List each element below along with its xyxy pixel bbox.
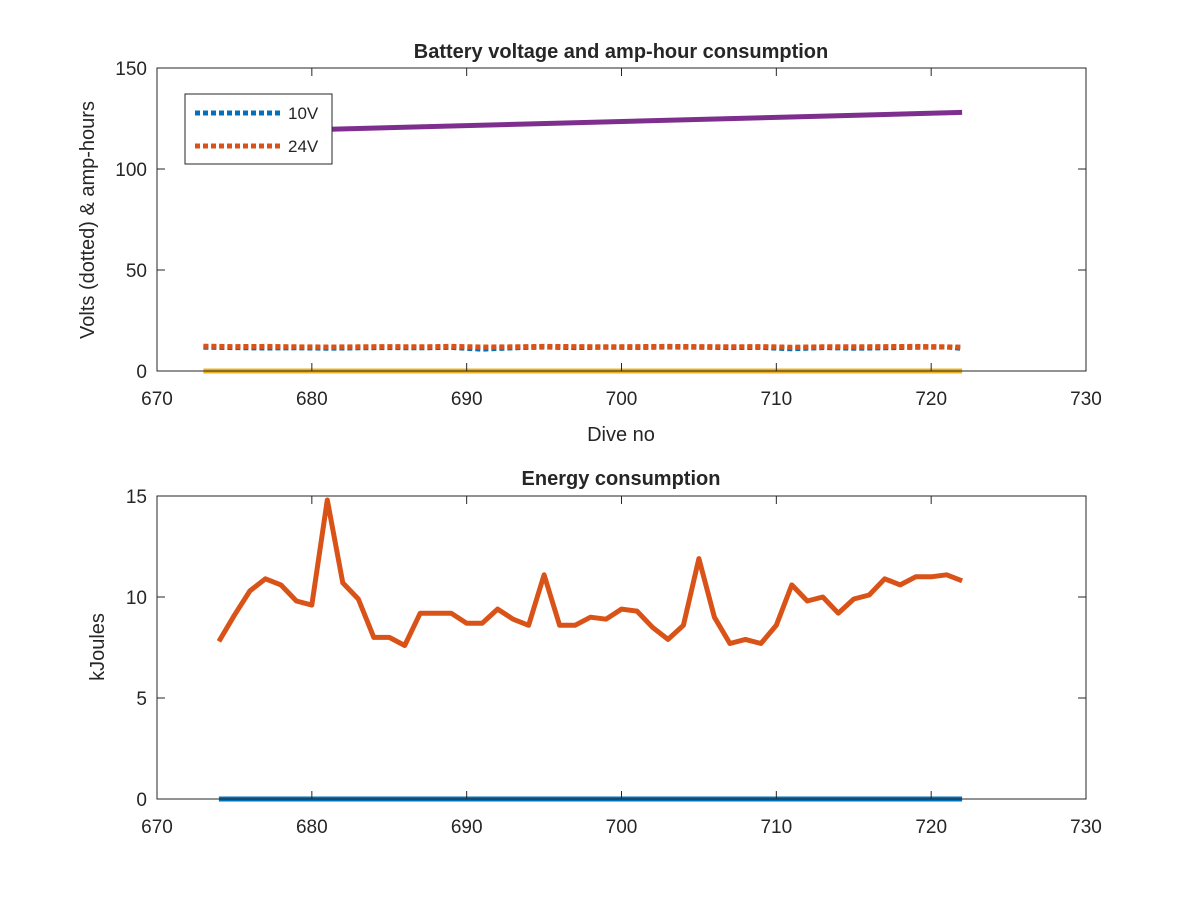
energy-xtick-label: 670 [141, 817, 173, 838]
energy-ytick-label: 15 [126, 487, 147, 508]
energy-xtick-label: 720 [915, 817, 947, 838]
voltage-xtick-label: 730 [1070, 389, 1102, 410]
voltage-chart: 670 680 690 700 710 720 730 0 50 100 150 Battery v… [77, 41, 1102, 446]
voltage-ytick-label: 100 [115, 160, 147, 181]
energy-xtick-label: 680 [296, 817, 328, 838]
voltage-xtick-label: 680 [296, 389, 328, 410]
legend-label-10v: 10V [288, 104, 319, 123]
energy-chart-ylabel: kJoules [87, 613, 109, 681]
energy-chart-title: Energy consumption [522, 468, 721, 490]
legend-label-24v: 24V [288, 137, 319, 156]
energy-ytick-label: 5 [136, 689, 147, 710]
voltage-xtick-label: 690 [451, 389, 483, 410]
voltage-series-line-1 [203, 343, 963, 350]
energy-series-line-0 [216, 497, 964, 648]
energy-xtick-label: 690 [451, 817, 483, 838]
energy-xtick-label: 730 [1070, 817, 1102, 838]
voltage-ytick-label: 150 [115, 59, 147, 80]
energy-chart: 670 680 690 700 710 720 730 0 5 10 15 Energy consu… [87, 468, 1102, 838]
energy-ytick-label: 10 [126, 588, 147, 609]
voltage-chart-xlabel: Dive no [587, 424, 655, 446]
voltage-chart-ylabel: Volts (dotted) & amp-hours [77, 101, 99, 339]
voltage-xtick-label: 720 [915, 389, 947, 410]
voltage-chart-legend: 10V 24V [184, 93, 333, 165]
voltage-xtick-label: 670 [141, 389, 173, 410]
voltage-xtick-label: 700 [606, 389, 638, 410]
voltage-chart-ticks: 670 680 690 700 710 720 730 0 50 100 150 [115, 59, 1102, 410]
voltage-ytick-label: 50 [126, 261, 147, 282]
energy-ytick-label: 0 [136, 790, 147, 811]
energy-chart-ticks: 670 680 690 700 710 720 730 0 5 10 15 [126, 487, 1102, 838]
voltage-ytick-label: 0 [136, 362, 147, 383]
voltage-xtick-label: 710 [760, 389, 792, 410]
voltage-chart-title: Battery voltage and amp-hour consumption [414, 41, 828, 63]
legend-box [184, 93, 333, 165]
energy-xtick-label: 700 [606, 817, 638, 838]
energy-xtick-label: 710 [760, 817, 792, 838]
